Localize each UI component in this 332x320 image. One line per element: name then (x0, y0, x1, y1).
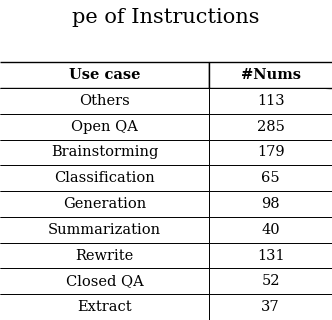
Text: pe of Instructions: pe of Instructions (72, 8, 260, 27)
